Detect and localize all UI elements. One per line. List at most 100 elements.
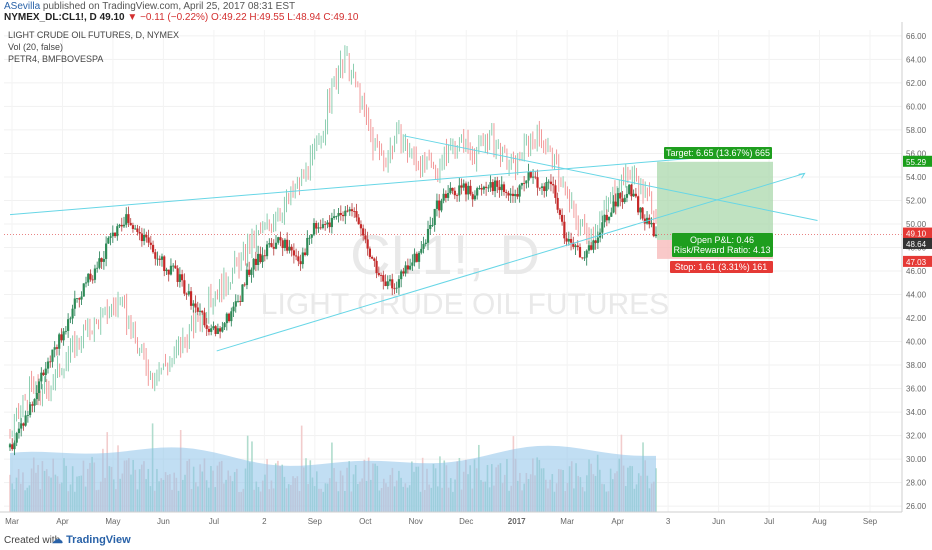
candle-body [386,281,389,287]
candle-body [621,198,624,203]
candle-body [147,237,150,243]
candle-body [274,242,278,249]
candle-body [335,216,338,217]
last-price: 49.10 [99,12,125,23]
candle-body [303,252,307,255]
price-tick-label: 66.00 [906,32,927,41]
candle-body [346,210,349,212]
price-chart[interactable]: CL1!, D LIGHT CRUDE OIL FUTURES 26.00 28.… [0,22,932,532]
candle-body [453,190,456,196]
price-tick-label: 36.00 [906,385,927,394]
candle-body [259,253,262,263]
price-tick-label: 30.00 [906,455,927,464]
tradingview-logo[interactable]: ☁ TradingView [52,533,131,546]
time-tick-label: May [105,517,120,526]
candle-body [283,239,287,249]
candle-body [11,444,14,450]
candle-body [165,269,168,272]
candle-body [102,258,105,262]
compare-series [9,45,657,442]
candle-body [8,444,12,448]
candle-body [527,171,530,181]
candle-body [67,319,70,331]
candle-body [236,300,240,302]
candle-body [529,171,532,178]
candle-body [221,327,224,332]
candle-body [270,243,273,247]
candle-body [341,214,345,217]
candle-body [377,273,380,276]
candle-body [156,258,159,260]
candle-body [154,252,157,259]
candle-body [214,326,217,334]
candle-body [489,182,492,188]
candle-body [64,330,67,332]
candle-body [558,209,561,215]
candle-body [100,258,103,262]
candle-body [630,184,633,197]
time-tick-label: Nov [409,517,423,526]
candle-body [185,293,188,295]
price-tag-label: 48.64 [906,240,927,249]
candle-body [514,194,517,197]
candle-body [120,224,123,227]
candle-body [219,328,222,332]
candle-body [460,185,463,188]
candle-body [507,192,510,196]
candle-body [317,227,320,229]
candle-body [245,269,249,286]
candle-body [333,216,336,218]
candle-body [24,415,27,426]
candle-body [230,311,233,322]
candle-body [404,265,407,274]
publish-date: published on TradingView.com, April 25, … [42,1,296,12]
candle-body [308,237,311,239]
candle-body [33,399,36,406]
candle-body [40,372,43,382]
candle-body [176,268,179,282]
price-tick-label: 26.00 [906,502,927,511]
candle-body [69,318,72,320]
candle-body [53,347,56,350]
author-link[interactable]: ASevilla [4,1,41,12]
price-tick-label: 40.00 [906,338,927,347]
legend-volume: Vol (20, false) [8,42,63,52]
candle-body [44,368,47,376]
candle-body [447,193,450,198]
candle-body [498,186,501,191]
symbol-name[interactable]: NYMEX_DL:CL1!, D [4,12,97,23]
price-axis: 26.00 28.00 30.00 32.00 34.00 36.00 38.00 40.00… [901,22,927,512]
price-tag-label: 47.03 [906,258,927,267]
candle-body [565,238,568,242]
candle-body [379,275,383,276]
candle-body [601,222,604,233]
candle-body [286,239,289,251]
time-tick-label: Aug [812,517,826,526]
candle-body [350,209,354,212]
candle-body [241,284,244,302]
candle-body [543,186,546,192]
candle-body [223,323,226,328]
candle-body [469,185,472,195]
candle-body [198,310,202,312]
candle-body [107,237,110,244]
candle-body [196,307,199,312]
candle-body [243,284,246,286]
candle-body [174,265,177,269]
candle-body [207,328,211,332]
candle-body [116,226,119,237]
candle-body [576,245,579,248]
candle-body [531,176,535,178]
candle-body [330,217,333,228]
candle-body [89,273,92,280]
candle-body [431,224,434,226]
time-tick-label: Sep [308,517,323,526]
time-tick-label: 2017 [508,517,526,526]
candle-body [538,187,541,189]
candle-body [411,262,414,266]
candle-body [464,183,468,195]
candle-body [51,349,54,362]
time-tick-label: Mar [560,517,574,526]
candle-body [536,177,539,188]
